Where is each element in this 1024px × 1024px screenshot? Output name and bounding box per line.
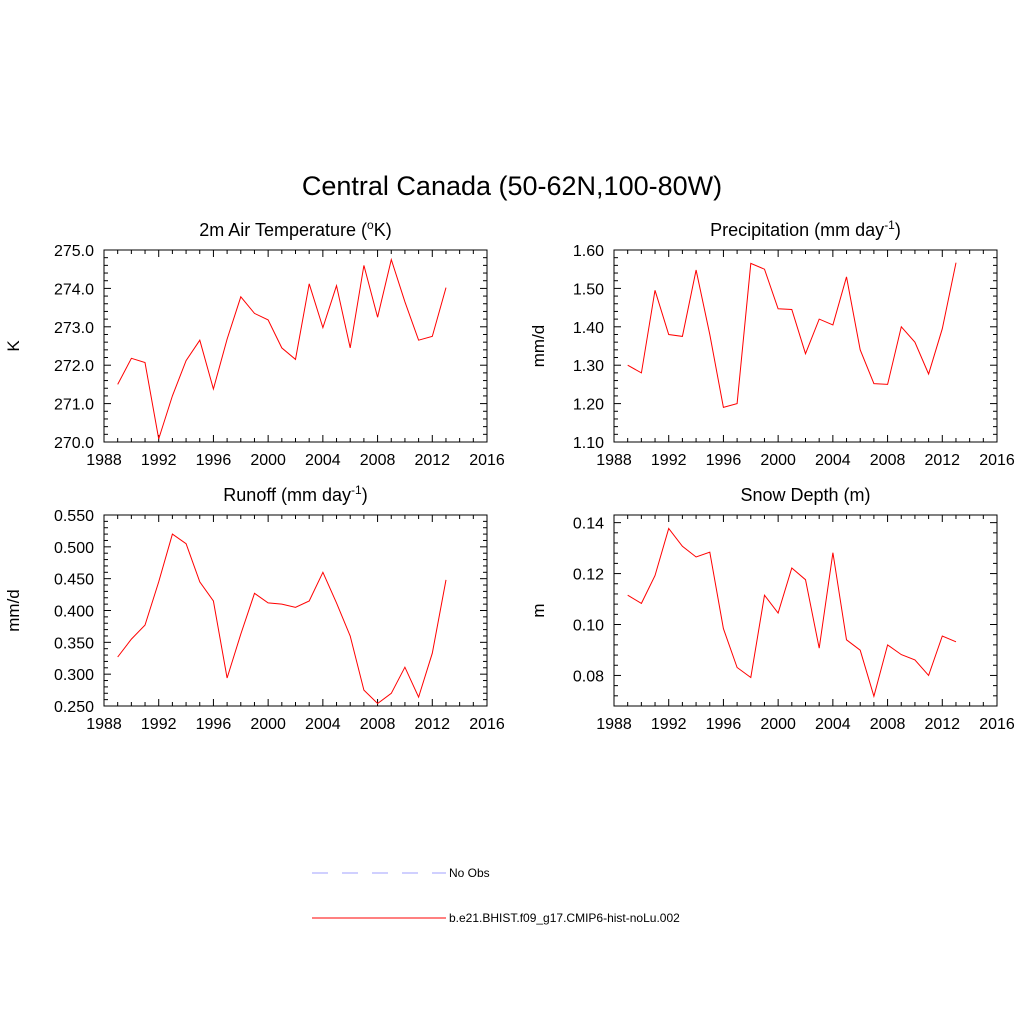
panel-3: Runoff (mm day-1) 1988 1992 1996 2000 2004 200… (4, 483, 505, 733)
y-tick-label: 1.40 (573, 320, 604, 337)
x-tick-label: 2008 (360, 716, 396, 733)
x-tick-label: 2000 (760, 452, 796, 469)
x-tick-label: 1996 (706, 452, 742, 469)
y-tick-label: 0.14 (573, 516, 604, 533)
x-tick-label: 2016 (979, 716, 1015, 733)
y-tick-label: 272.0 (54, 358, 94, 375)
y-tick-label: 0.10 (573, 618, 604, 635)
x-tick-label: 2004 (815, 716, 851, 733)
panel-2: Precipitation (mm day-1) 1988 1992 1996 2000… (529, 218, 1015, 469)
x-tick-label: 2012 (414, 716, 450, 733)
plot-frame (103, 514, 488, 707)
legend: No Obs b.e21.BHIST.f09_g17.CMIP6-hist-noL… (312, 866, 680, 925)
x-tick-label: 2012 (414, 452, 450, 469)
x-tick-label: 2008 (870, 716, 906, 733)
y-axis-label: m (529, 603, 548, 617)
y-tick-label: 0.08 (573, 668, 604, 685)
y-tick-label: 0.250 (54, 699, 94, 716)
y-tick-label: 0.550 (54, 508, 94, 525)
y-tick-label: 270.0 (54, 435, 94, 452)
y-tick-label: 1.30 (573, 358, 604, 375)
x-tick-label: 1996 (196, 452, 232, 469)
panel-title: Precipitation (mm day-1) (710, 218, 901, 240)
x-tick-label: 1996 (196, 716, 232, 733)
panel-title: 2m Air Temperature (oK) (199, 218, 391, 240)
series-line-model (117, 533, 447, 705)
y-tick-label: 0.12 (573, 567, 604, 584)
series-line-model (627, 262, 957, 409)
y-tick-label: 271.0 (54, 397, 94, 414)
plot-frame (613, 514, 998, 707)
x-tick-label: 2000 (250, 452, 286, 469)
y-tick-label: 0.450 (54, 572, 94, 589)
x-tick-label: 2016 (469, 452, 505, 469)
y-tick-label: 1.20 (573, 397, 604, 414)
x-tick-label: 2016 (469, 716, 505, 733)
y-tick-label: 1.50 (573, 281, 604, 298)
series-line-model (117, 257, 447, 440)
legend-label: b.e21.BHIST.f09_g17.CMIP6-hist-noLu.002 (449, 911, 680, 925)
x-tick-label: 2008 (360, 452, 396, 469)
x-tick-label: 1988 (86, 452, 122, 469)
panel-title: Snow Depth (m) (740, 485, 870, 505)
y-tick-label: 274.0 (54, 281, 94, 298)
legend-label: No Obs (449, 866, 490, 880)
x-tick-label: 1988 (596, 716, 632, 733)
y-tick-label: 1.10 (573, 435, 604, 452)
x-tick-label: 2004 (305, 452, 341, 469)
x-tick-label: 2004 (815, 452, 851, 469)
x-tick-label: 1992 (651, 452, 687, 469)
y-axis-label: mm/d (4, 589, 23, 632)
y-axis-label: K (4, 340, 23, 352)
y-tick-label: 273.0 (54, 320, 94, 337)
x-tick-label: 1992 (141, 452, 177, 469)
y-axis-label: mm/d (529, 325, 548, 368)
panels: 2m Air Temperature (oK) 1988 1992 1996 2000 2… (4, 218, 1015, 733)
x-tick-label: 1992 (141, 716, 177, 733)
x-tick-label: 1996 (706, 716, 742, 733)
series-line-model (627, 527, 957, 699)
x-tick-label: 2008 (870, 452, 906, 469)
figure-title: Central Canada (50-62N,100-80W) (302, 171, 722, 201)
y-tick-label: 0.500 (54, 540, 94, 557)
plot-frame (103, 249, 488, 443)
panel-title: Runoff (mm day-1) (223, 483, 367, 505)
x-tick-label: 2000 (250, 716, 286, 733)
x-tick-label: 2012 (924, 716, 960, 733)
panel-1: 2m Air Temperature (oK) 1988 1992 1996 2000 2… (4, 218, 505, 469)
x-tick-label: 1988 (596, 452, 632, 469)
y-tick-label: 0.350 (54, 635, 94, 652)
x-tick-label: 2016 (979, 452, 1015, 469)
x-tick-label: 2000 (760, 716, 796, 733)
x-tick-label: 1988 (86, 716, 122, 733)
panel-4: Snow Depth (m) 1988 1992 1996 2000 2004 2008 20… (529, 485, 1015, 733)
y-tick-label: 0.400 (54, 604, 94, 621)
y-tick-label: 275.0 (54, 243, 94, 260)
y-tick-label: 0.300 (54, 667, 94, 684)
x-tick-label: 1992 (651, 716, 687, 733)
x-tick-label: 2012 (924, 452, 960, 469)
x-tick-label: 2004 (305, 716, 341, 733)
plot-frame (613, 249, 998, 443)
y-tick-label: 1.60 (573, 243, 604, 260)
